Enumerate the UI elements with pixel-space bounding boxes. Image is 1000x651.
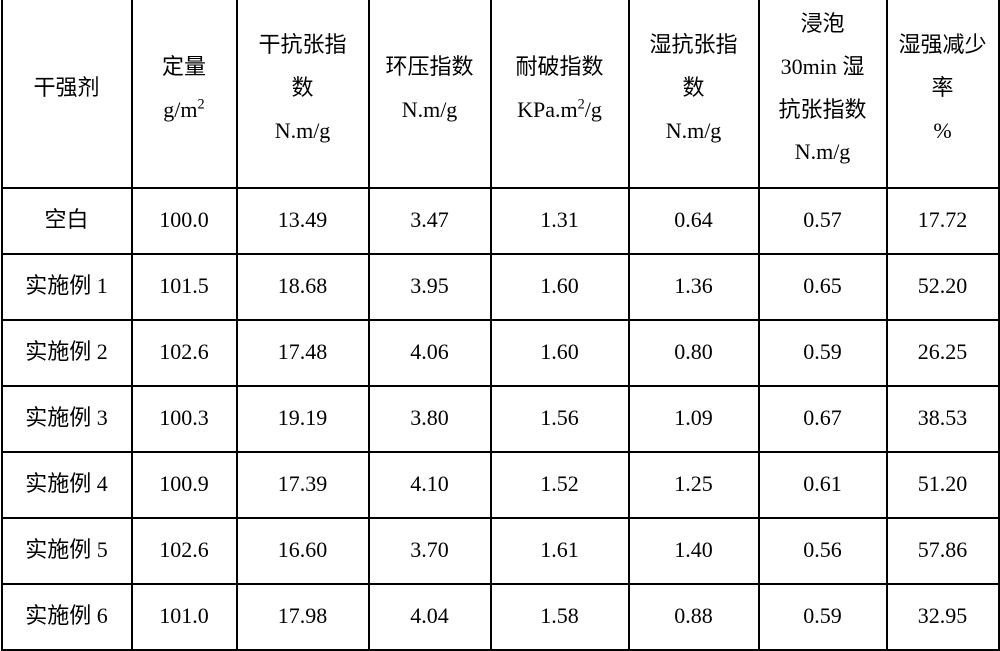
col-header-3: 环压指数 N.m/g xyxy=(369,0,491,188)
cell: 1.31 xyxy=(491,188,629,254)
cell: 17.98 xyxy=(237,584,369,650)
cell: 101.5 xyxy=(132,254,237,320)
cell: 19.19 xyxy=(237,386,369,452)
col-header-6: 浸泡 30min 湿 抗张指数 N.m/g xyxy=(759,0,887,188)
col-header-6-line-3: N.m/g xyxy=(762,131,884,174)
col-header-2-line-2: N.m/g xyxy=(240,110,366,153)
cell: 17.48 xyxy=(237,320,369,386)
cell: 0.67 xyxy=(759,386,887,452)
cell: 0.80 xyxy=(629,320,759,386)
cell: 1.60 xyxy=(491,254,629,320)
col-header-2-line-0: 干抗张指 xyxy=(240,24,366,67)
col-header-5-line-2: N.m/g xyxy=(632,110,756,153)
col-header-7-line-0: 湿强减少 xyxy=(890,24,996,67)
col-header-5-line-0: 湿抗张指 xyxy=(632,24,756,67)
cell: 0.64 xyxy=(629,188,759,254)
cell: 102.6 xyxy=(132,518,237,584)
cell: 17.72 xyxy=(887,188,999,254)
cell: 0.59 xyxy=(759,584,887,650)
col-header-1-line-0: 定量 xyxy=(135,46,234,89)
col-header-4: 耐破指数 KPa.m2/g xyxy=(491,0,629,188)
table-row: 实施例 4 100.9 17.39 4.10 1.52 1.25 0.61 51… xyxy=(2,452,999,518)
cell: 38.53 xyxy=(887,386,999,452)
col-header-0: 干强剂 xyxy=(2,0,132,188)
col-header-1-line-1: g/m2 xyxy=(135,89,234,132)
cell: 实施例 4 xyxy=(2,452,132,518)
col-header-5: 湿抗张指 数 N.m/g xyxy=(629,0,759,188)
cell: 1.52 xyxy=(491,452,629,518)
col-header-7-line-1: 率 xyxy=(890,67,996,110)
table-row: 实施例 3 100.3 19.19 3.80 1.56 1.09 0.67 38… xyxy=(2,386,999,452)
cell: 101.0 xyxy=(132,584,237,650)
col-header-2-line-1: 数 xyxy=(240,67,366,110)
cell: 0.61 xyxy=(759,452,887,518)
data-table-container: 干强剂 定量 g/m2 干抗张指 数 N.m/g 环压指数 N.m/g 耐破指数… xyxy=(0,0,1000,651)
table-row: 实施例 1 101.5 18.68 3.95 1.60 1.36 0.65 52… xyxy=(2,254,999,320)
col-header-4-line-1: KPa.m2/g xyxy=(494,89,626,132)
cell: 102.6 xyxy=(132,320,237,386)
cell: 1.60 xyxy=(491,320,629,386)
cell: 4.04 xyxy=(369,584,491,650)
col-header-0-line-0: 干强剂 xyxy=(5,67,129,110)
cell: 52.20 xyxy=(887,254,999,320)
cell: 实施例 2 xyxy=(2,320,132,386)
cell: 1.36 xyxy=(629,254,759,320)
cell: 0.56 xyxy=(759,518,887,584)
col-header-7-line-2: % xyxy=(890,110,996,153)
cell: 18.68 xyxy=(237,254,369,320)
cell: 实施例 6 xyxy=(2,584,132,650)
cell: 4.10 xyxy=(369,452,491,518)
cell: 实施例 5 xyxy=(2,518,132,584)
cell: 3.95 xyxy=(369,254,491,320)
col-header-6-line-0: 浸泡 xyxy=(762,3,884,46)
cell: 1.61 xyxy=(491,518,629,584)
data-table: 干强剂 定量 g/m2 干抗张指 数 N.m/g 环压指数 N.m/g 耐破指数… xyxy=(1,0,1000,651)
table-row: 实施例 6 101.0 17.98 4.04 1.58 0.88 0.59 32… xyxy=(2,584,999,650)
cell: 3.80 xyxy=(369,386,491,452)
cell: 1.56 xyxy=(491,386,629,452)
col-header-1: 定量 g/m2 xyxy=(132,0,237,188)
cell: 实施例 1 xyxy=(2,254,132,320)
cell: 16.60 xyxy=(237,518,369,584)
col-header-3-line-0: 环压指数 xyxy=(372,46,488,89)
col-header-5-line-1: 数 xyxy=(632,67,756,110)
cell: 57.86 xyxy=(887,518,999,584)
cell: 0.59 xyxy=(759,320,887,386)
cell: 1.40 xyxy=(629,518,759,584)
table-row: 实施例 2 102.6 17.48 4.06 1.60 0.80 0.59 26… xyxy=(2,320,999,386)
cell: 0.57 xyxy=(759,188,887,254)
cell: 3.47 xyxy=(369,188,491,254)
col-header-7: 湿强减少 率 % xyxy=(887,0,999,188)
cell: 空白 xyxy=(2,188,132,254)
cell: 51.20 xyxy=(887,452,999,518)
table-body: 空白 100.0 13.49 3.47 1.31 0.64 0.57 17.72… xyxy=(2,188,999,650)
cell: 0.65 xyxy=(759,254,887,320)
table-row: 实施例 5 102.6 16.60 3.70 1.61 1.40 0.56 57… xyxy=(2,518,999,584)
table-row: 空白 100.0 13.49 3.47 1.31 0.64 0.57 17.72 xyxy=(2,188,999,254)
cell: 100.9 xyxy=(132,452,237,518)
cell: 4.06 xyxy=(369,320,491,386)
cell: 1.58 xyxy=(491,584,629,650)
cell: 17.39 xyxy=(237,452,369,518)
cell: 0.88 xyxy=(629,584,759,650)
cell: 100.3 xyxy=(132,386,237,452)
table-header-row: 干强剂 定量 g/m2 干抗张指 数 N.m/g 环压指数 N.m/g 耐破指数… xyxy=(2,0,999,188)
cell: 1.09 xyxy=(629,386,759,452)
col-header-6-line-2: 抗张指数 xyxy=(762,89,884,132)
cell: 100.0 xyxy=(132,188,237,254)
cell: 32.95 xyxy=(887,584,999,650)
col-header-6-line-1: 30min 湿 xyxy=(762,46,884,89)
col-header-3-line-1: N.m/g xyxy=(372,89,488,132)
cell: 13.49 xyxy=(237,188,369,254)
cell: 实施例 3 xyxy=(2,386,132,452)
col-header-4-line-0: 耐破指数 xyxy=(494,46,626,89)
cell: 1.25 xyxy=(629,452,759,518)
col-header-2: 干抗张指 数 N.m/g xyxy=(237,0,369,188)
cell: 26.25 xyxy=(887,320,999,386)
cell: 3.70 xyxy=(369,518,491,584)
